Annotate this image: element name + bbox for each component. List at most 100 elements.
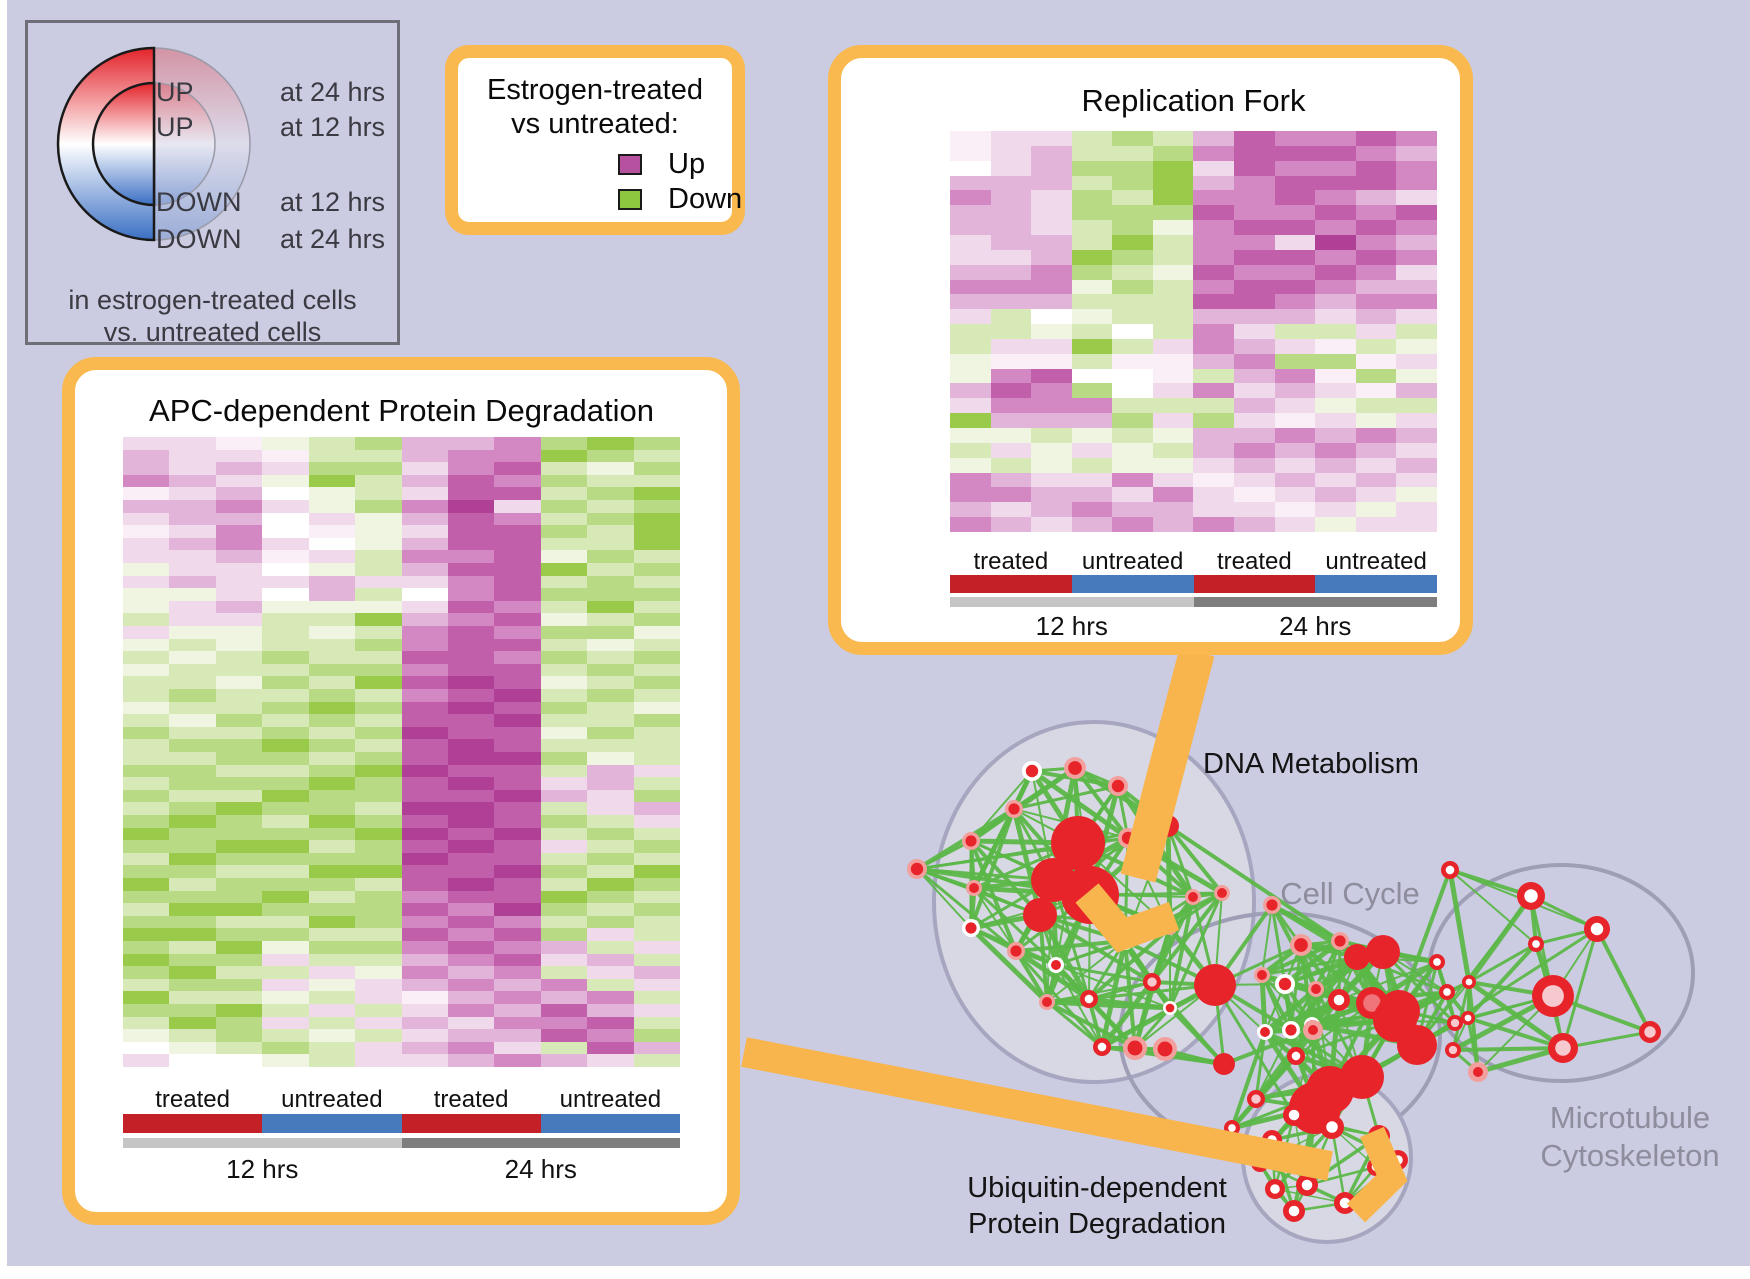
heatmap-cell — [262, 689, 309, 702]
heatmap-cell — [1315, 249, 1356, 265]
heatmap-cell — [1274, 442, 1316, 458]
heatmap-cell — [587, 613, 634, 626]
heatmap-cell — [447, 537, 495, 551]
heatmap-cell — [950, 502, 991, 518]
heatmap-cell — [215, 462, 263, 475]
heatmap-cell — [215, 651, 263, 664]
heatmap-cell — [308, 1016, 356, 1030]
heatmap-cell — [123, 487, 170, 500]
heatmap-cell — [447, 663, 495, 677]
heatmap-cell — [169, 613, 216, 626]
network-edge — [1168, 1006, 1226, 1066]
legend-direction: UP — [156, 77, 194, 107]
heatmap-cell — [401, 752, 448, 765]
heatmap-cell — [262, 537, 309, 551]
heatmap-cell — [262, 449, 309, 463]
heatmap-cell — [633, 928, 680, 941]
heatmap-cell — [308, 752, 356, 765]
heatmap-cell — [1112, 398, 1153, 414]
heatmap-cell — [990, 145, 1032, 161]
heatmap-cell — [540, 626, 588, 639]
heatmap-cell — [1152, 368, 1194, 384]
heatmap-cell — [262, 1029, 309, 1042]
network-edge — [969, 808, 1016, 929]
heatmap-cell — [1274, 472, 1316, 488]
heatmap-cell — [633, 739, 680, 752]
heatmap-cell — [1234, 442, 1275, 458]
heatmap-cell — [1031, 205, 1072, 221]
heatmap-cell — [1031, 413, 1072, 429]
heatmap-cell — [308, 638, 356, 652]
heatmap-cell — [1396, 353, 1437, 369]
heatmap-cell — [633, 714, 680, 727]
heatmap-cell — [401, 764, 448, 778]
heatmap-cell — [1396, 175, 1437, 191]
network-node — [1051, 816, 1105, 870]
heatmap-cell — [950, 398, 991, 414]
heatmap-cell — [401, 600, 448, 614]
heatmap-cell — [1071, 502, 1113, 518]
heatmap-cell — [540, 941, 588, 954]
heatmap-cell — [540, 865, 588, 878]
heatmap-cell — [215, 852, 263, 866]
heatmap-cell — [123, 437, 170, 450]
heatmap-cell — [1315, 324, 1356, 339]
heatmap-cell — [262, 953, 309, 967]
heatmap-cell — [494, 663, 541, 677]
heatmap-cell — [308, 701, 356, 715]
heatmap-cell — [123, 500, 170, 513]
heatmap-cell — [587, 852, 634, 866]
heatmap-cell — [1355, 442, 1397, 458]
heatmap-cell — [633, 588, 680, 601]
heatmap-cell — [447, 613, 495, 626]
heatmap-cell — [540, 953, 588, 967]
network-node — [1010, 945, 1022, 957]
heatmap-cell — [1396, 428, 1437, 443]
network-node — [1147, 977, 1157, 987]
condition-bar — [123, 1114, 680, 1133]
heatmap-cell — [587, 663, 634, 677]
heatmap-cell — [633, 789, 680, 803]
heatmap-cell — [262, 626, 309, 639]
heatmap-cell — [1071, 472, 1113, 488]
heatmap-cell — [401, 550, 448, 563]
apc-arrow-icon-head — [1346, 1126, 1408, 1223]
heatmap-cell — [308, 739, 356, 752]
heatmap-cell — [123, 978, 170, 992]
heatmap-cell — [950, 175, 991, 191]
color-key-title-line1: Estrogen-treated — [486, 74, 703, 106]
heatmap-cell — [447, 966, 495, 979]
heatmap-cell — [540, 449, 588, 463]
heatmap-cell — [447, 1041, 495, 1055]
heatmap-cell — [1152, 353, 1194, 369]
replication-fork-arrow-icon-head — [1075, 883, 1180, 953]
network-node — [910, 862, 924, 876]
heatmap-cell — [633, 840, 680, 853]
heatmap-cell — [447, 676, 495, 689]
heatmap-cell — [494, 915, 541, 929]
heatmap-cell — [1152, 175, 1194, 191]
heatmap-cell — [262, 789, 309, 803]
heatmap-cell — [540, 789, 588, 803]
heatmap-cell — [355, 613, 402, 626]
heatmap-cell — [169, 726, 216, 740]
heatmap-cell — [262, 437, 309, 450]
network-edge — [1150, 891, 1224, 984]
network-node — [1433, 958, 1441, 966]
network-node — [1165, 1003, 1175, 1013]
heatmap-cell — [1315, 368, 1356, 384]
heatmap-cell — [447, 525, 495, 538]
heatmap-cell — [990, 517, 1032, 532]
heatmap-cell — [633, 638, 680, 652]
heatmap-cell — [215, 764, 263, 778]
heatmap-cell — [494, 437, 541, 450]
heatmap-cell — [1071, 175, 1113, 191]
heatmap-cell — [215, 525, 263, 538]
heatmap-cell — [262, 487, 309, 500]
apc-heatmap — [123, 437, 680, 1067]
heatmap-cell — [494, 764, 541, 778]
heatmap-cell — [494, 1029, 541, 1042]
heatmap-cell — [355, 991, 402, 1004]
heatmap-cell — [1274, 279, 1316, 295]
time-bar — [950, 597, 1437, 607]
